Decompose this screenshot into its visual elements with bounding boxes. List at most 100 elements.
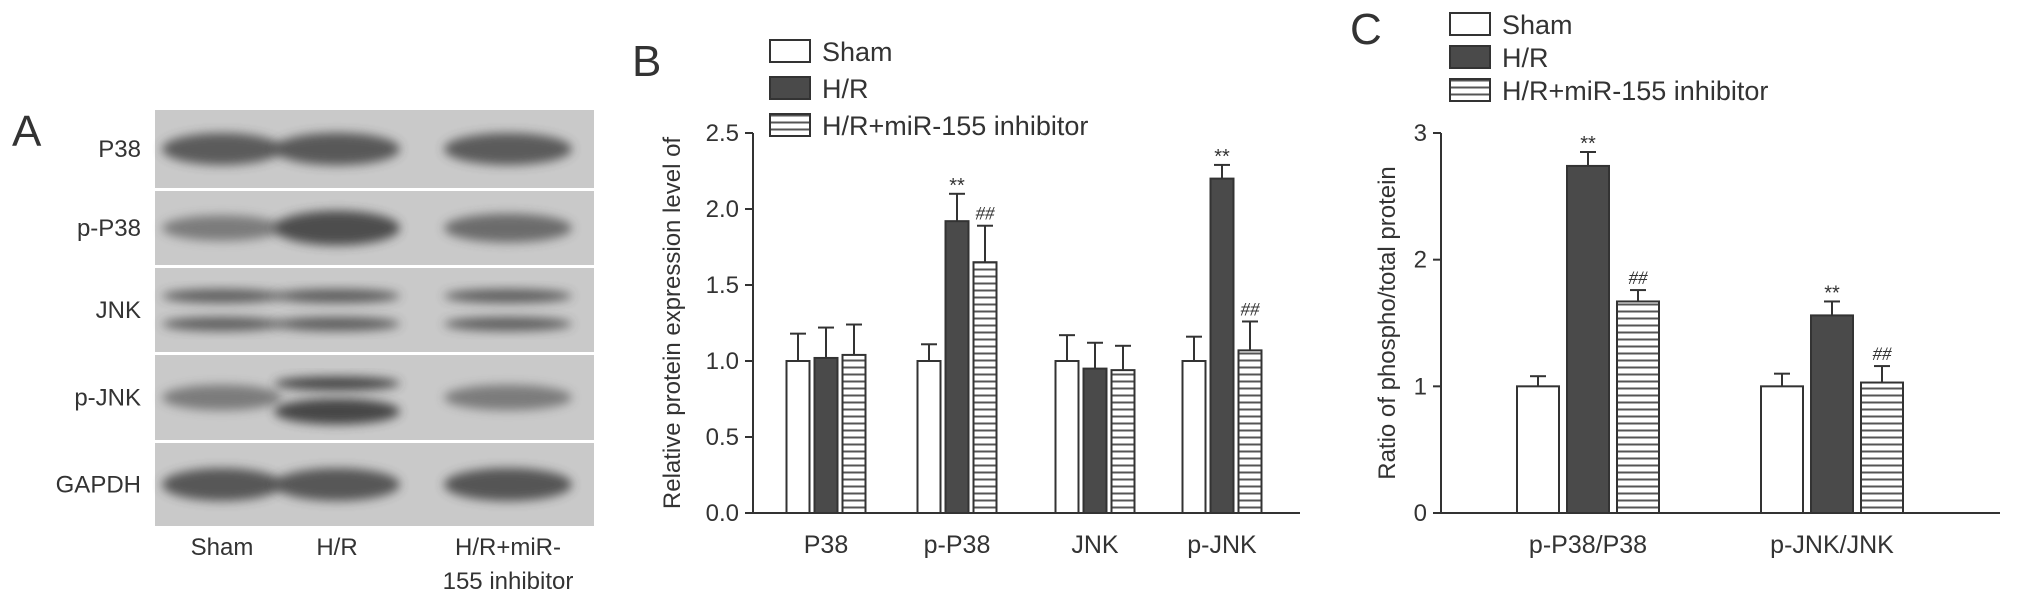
lane-label-inhibitor-2: 155 inhibitor — [443, 568, 574, 595]
blot-row-p-jnk — [155, 355, 594, 440]
panel-c: C 0 1 2 3 Ratio of phospho/total protein ** ##… — [1350, 5, 2000, 559]
panel-b-letter: B — [632, 37, 661, 86]
category-p-p38-p38: ** ## p-P38/P38 — [1516, 133, 1660, 559]
y-axis: 0 1 2 3 — [1414, 120, 1442, 527]
chart-c: 0 1 2 3 Ratio of phospho/total protein ** ## p-… — [1374, 10, 2000, 559]
bar-h-r-mir-155-inhibitor-p-p38-p38 — [1616, 300, 1660, 515]
bar-h-r-mir-155-inhibitor-p-jnk-jnk — [1860, 381, 1904, 514]
significance-stars: ** — [949, 175, 965, 197]
blot-band — [162, 384, 282, 411]
significance-stars: ** — [1580, 133, 1596, 155]
category-p-jnk-jnk: ** ## p-JNK/JNK — [1760, 282, 1904, 559]
legend-swatch-sham — [769, 39, 811, 63]
blot-row-p-p38 — [155, 191, 594, 265]
blot-band — [274, 398, 400, 425]
lane-label-hr: H/R — [316, 534, 357, 561]
bar-h-r-p38 — [813, 356, 839, 514]
chart-b: 0.0 0.5 1.0 1.5 2.0 2.5 Relative protein expre… — [659, 37, 1300, 559]
y-tick-label: 2.0 — [706, 196, 739, 223]
lane-label-sham: Sham — [191, 534, 254, 561]
bar-h-r-mir-155-inhibitor-p38 — [841, 353, 867, 515]
bar-h-r-mir-155-inhibitor-p-jnk — [1237, 349, 1263, 514]
significance-hash: ## — [1241, 299, 1261, 320]
y-tick-label: 0.5 — [706, 424, 739, 451]
category-p-jnk: ** ## p-JNK — [1181, 146, 1263, 559]
y-tick-label: 3 — [1414, 120, 1427, 147]
blot-band — [162, 215, 282, 241]
y-axis-label: Ratio of phospho/total protein — [1374, 166, 1401, 480]
significance-hash: ## — [976, 204, 996, 225]
bar-sham-jnk — [1054, 360, 1080, 514]
bar-h-r-p-p38 — [944, 220, 970, 514]
legend-label-sham: Sham — [822, 37, 893, 67]
x-tick-label-jnk: JNK — [1071, 531, 1119, 559]
legend-swatch-sham — [1449, 12, 1491, 36]
blot-row-label-p-p38: p-P38 — [77, 215, 141, 242]
blot-band — [162, 133, 282, 165]
blot-row-background — [155, 268, 594, 352]
y-tick-label: 1.0 — [706, 348, 739, 375]
blot-row-jnk — [155, 268, 594, 352]
legend-swatch-h-r-mir-155-inhibitor — [769, 113, 811, 137]
panel-c-letter: C — [1350, 5, 1382, 54]
lane-label-inhibitor-1: H/R+miR- — [455, 534, 561, 561]
x-tick-label-p-p38-p38: p-P38/P38 — [1529, 531, 1647, 559]
bar-sham-p38 — [785, 360, 811, 514]
panel-a-letter: A — [12, 107, 42, 156]
bar-sham-p-jnk — [1181, 360, 1207, 514]
y-tick-label: 1 — [1414, 373, 1427, 400]
y-tick-label: 0 — [1414, 500, 1427, 527]
y-tick-label: 2.5 — [706, 120, 739, 147]
blot-row-label-gapdh: GAPDH — [56, 472, 141, 499]
blot-band — [162, 289, 282, 303]
significance-stars: ** — [1824, 282, 1840, 304]
legend-label-h-r-mir-155-inhibitor: H/R+miR-155 inhibitor — [1502, 76, 1768, 106]
panel-b: B 0.0 0.5 1.0 1.5 2.0 2.5 Relative protein exp… — [632, 37, 1300, 559]
legend-label-h-r: H/R — [822, 74, 869, 104]
significance-hash: ## — [1629, 268, 1649, 289]
bar-h-r-mir-155-inhibitor-jnk — [1110, 369, 1136, 514]
blot-row-label-p38: P38 — [98, 136, 141, 163]
blot-band — [274, 132, 400, 166]
bar-h-r-p-p38-p38 — [1566, 164, 1610, 515]
bar-sham-p-p38-p38 — [1516, 385, 1560, 515]
significance-hash: ## — [1873, 344, 1893, 365]
panel-a: A P38 p-P38 JNK p-JNK GAPDH Sham H/R H/R+miR… — [12, 107, 594, 595]
blot-band — [444, 213, 572, 243]
category-p-p38: ** ## p-P38 — [916, 175, 998, 559]
blot-row-gapdh — [155, 443, 594, 526]
category-p38: P38 — [785, 323, 867, 559]
legend-label-h-r-mir-155-inhibitor: H/R+miR-155 inhibitor — [822, 111, 1088, 141]
y-axis-label: Relative protein expression level of — [659, 137, 686, 510]
blot-lane-labels: Sham H/R H/R+miR- 155 inhibitor — [191, 534, 574, 595]
legend-label-sham: Sham — [1502, 10, 1573, 40]
blot-band — [444, 384, 572, 411]
y-tick-label: 0.0 — [706, 500, 739, 527]
blot-band — [444, 467, 572, 502]
significance-stars: ** — [1214, 146, 1230, 168]
blot-band — [444, 289, 572, 303]
legend: Sham H/R H/R+miR-155 inhibitor — [769, 37, 1088, 141]
blot-row-p38 — [155, 110, 594, 188]
legend-swatch-h-r — [769, 76, 811, 100]
blot-band — [274, 289, 400, 303]
bar-h-r-mir-155-inhibitor-p-p38 — [972, 261, 998, 515]
legend-swatch-h-r — [1449, 45, 1491, 69]
blot-row-labels: P38 p-P38 JNK p-JNK GAPDH — [56, 136, 141, 499]
x-tick-label-p-jnk-jnk: p-JNK/JNK — [1770, 531, 1894, 559]
blot-row-label-jnk: JNK — [96, 297, 141, 324]
bar-h-r-p-jnk-jnk — [1810, 314, 1854, 514]
bar-sham-p-p38 — [916, 360, 942, 514]
blot-band — [274, 317, 400, 331]
blot-band — [162, 468, 282, 501]
blot-band — [162, 317, 282, 331]
blot-band — [274, 468, 400, 501]
western-blot — [155, 110, 594, 526]
bar-h-r-p-jnk — [1209, 177, 1235, 514]
category-jnk: JNK — [1054, 334, 1136, 559]
blot-row-label-p-jnk: p-JNK — [74, 385, 141, 412]
x-tick-label-p-jnk: p-JNK — [1187, 531, 1257, 559]
blot-band — [274, 210, 400, 246]
y-tick-label: 2 — [1414, 247, 1427, 274]
